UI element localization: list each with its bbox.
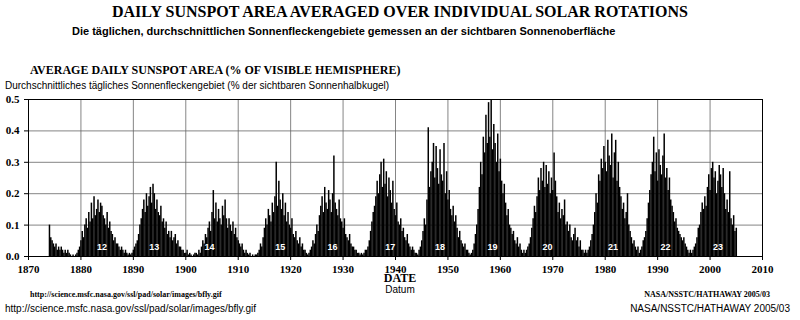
svg-text:0.1: 0.1	[6, 219, 20, 231]
svg-text:0.5: 0.5	[6, 93, 20, 105]
svg-text:23: 23	[713, 242, 723, 252]
svg-text:1910: 1910	[227, 263, 250, 275]
svg-text:19: 19	[487, 242, 497, 252]
svg-text:1980: 1980	[594, 263, 617, 275]
svg-text:1970: 1970	[542, 263, 565, 275]
svg-text:1880: 1880	[70, 263, 93, 275]
svg-text:18: 18	[435, 242, 445, 252]
svg-text:0.2: 0.2	[6, 187, 20, 199]
svg-text:15: 15	[275, 242, 285, 252]
svg-text:12: 12	[97, 242, 107, 252]
svg-text:1950: 1950	[437, 263, 460, 275]
svg-text:22: 22	[660, 242, 670, 252]
svg-text:1930: 1930	[332, 263, 355, 275]
svg-text:0.3: 0.3	[6, 156, 20, 168]
svg-text:1900: 1900	[175, 263, 198, 275]
svg-text:0.0: 0.0	[6, 250, 20, 262]
svg-text:1990: 1990	[647, 263, 670, 275]
svg-text:20: 20	[543, 242, 553, 252]
svg-text:16: 16	[328, 242, 338, 252]
svg-text:1920: 1920	[280, 263, 303, 275]
svg-text:1870: 1870	[18, 263, 41, 275]
svg-text:21: 21	[608, 242, 618, 252]
svg-text:1890: 1890	[122, 263, 145, 275]
svg-text:17: 17	[385, 242, 395, 252]
svg-text:14: 14	[204, 242, 214, 252]
svg-text:13: 13	[149, 242, 159, 252]
svg-text:2000: 2000	[699, 263, 722, 275]
svg-text:1960: 1960	[489, 263, 512, 275]
svg-text:0.4: 0.4	[6, 124, 20, 136]
svg-text:2010: 2010	[752, 263, 775, 275]
